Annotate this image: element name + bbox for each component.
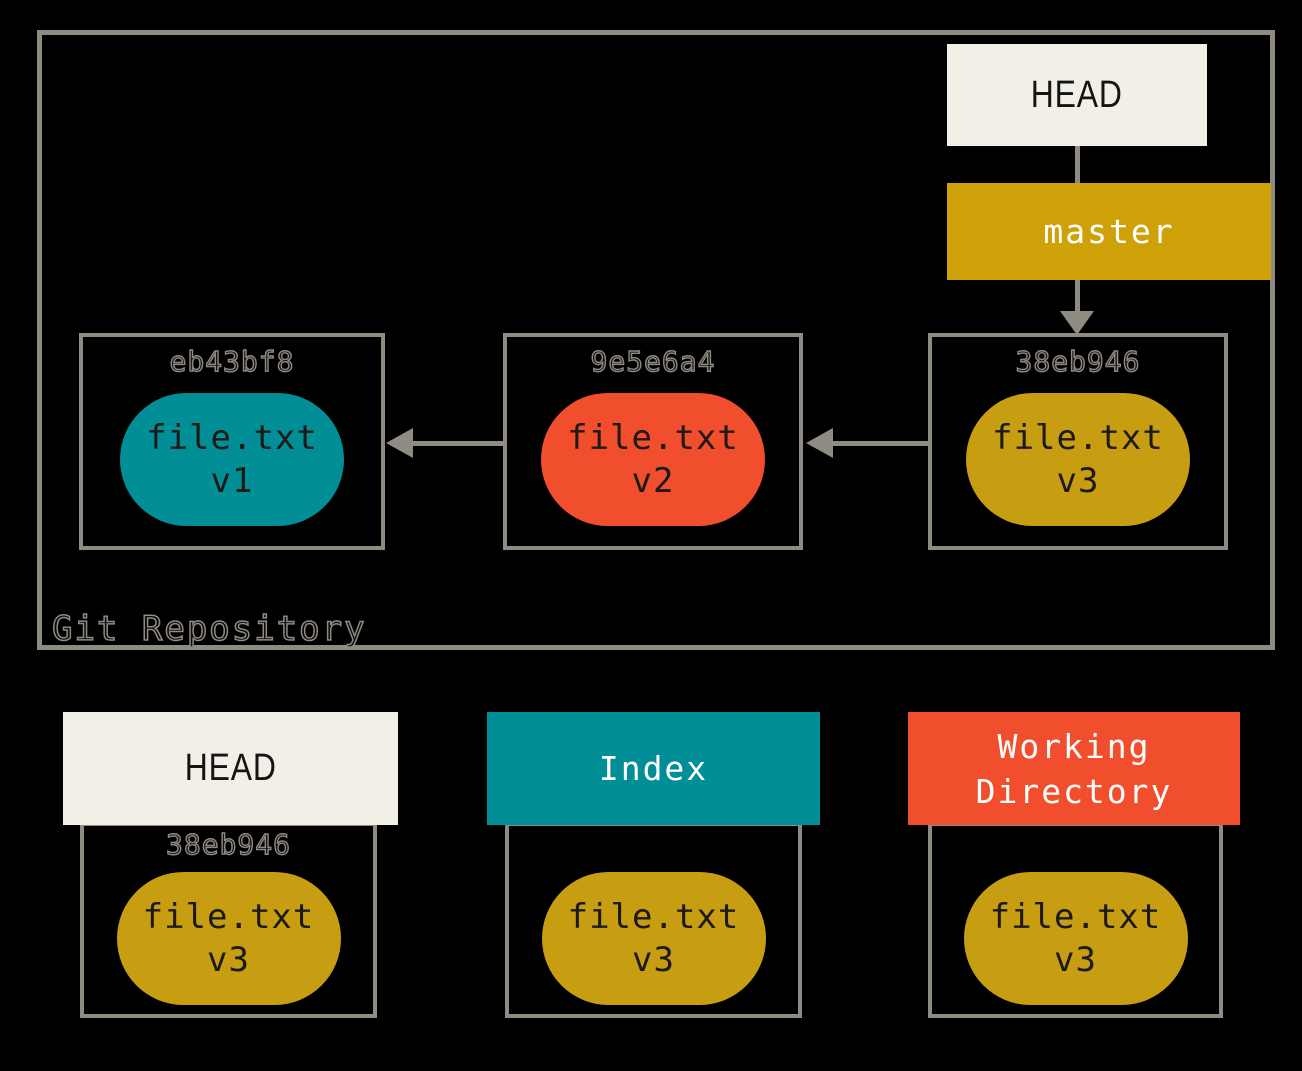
commit-box-9e5e6a4: 9e5e6a4 file.txt v2 — [503, 333, 803, 550]
head-column-header: HEAD — [63, 712, 398, 825]
commit-hash-label: 9e5e6a4 — [590, 344, 716, 378]
file-name: file.txt — [142, 896, 315, 937]
master-branch-box: master — [947, 183, 1271, 280]
file-snapshot-pill: file.txt v3 — [966, 393, 1190, 526]
parent-arrow-line-9e5e6a4-to-eb43bf8 — [413, 441, 503, 446]
file-version: v3 — [207, 939, 250, 980]
head-ref-box: HEAD — [947, 44, 1207, 146]
file-snapshot-pill: file.txt v1 — [120, 393, 344, 526]
parent-arrow-line-38eb946-to-9e5e6a4 — [833, 441, 928, 446]
file-snapshot-pill: file.txt v3 — [541, 872, 766, 1005]
working-directory-column-header: Working Directory — [908, 712, 1240, 825]
commit-hash-label: 38eb946 — [1015, 344, 1141, 378]
index-column-title: Index — [598, 749, 709, 788]
working-directory-column-box: file.txt v3 — [928, 822, 1223, 1018]
index-column-box: file.txt v3 — [505, 822, 802, 1018]
commit-box-eb43bf8: eb43bf8 file.txt v1 — [79, 333, 385, 550]
parent-arrowhead-38eb946-to-9e5e6a4 — [806, 428, 833, 458]
head-column-hash: 38eb946 — [165, 827, 291, 861]
parent-arrowhead-9e5e6a4-to-eb43bf8 — [386, 428, 413, 458]
connector-head-to-master — [1075, 146, 1080, 183]
head-ref-label: HEAD — [1030, 73, 1124, 116]
file-name: file.txt — [567, 417, 739, 458]
commit-hash-label: eb43bf8 — [169, 344, 295, 378]
file-name: file.txt — [567, 896, 740, 937]
file-name: file.txt — [992, 417, 1164, 458]
file-version: v3 — [1056, 460, 1100, 501]
file-version: v3 — [1054, 939, 1097, 980]
head-column-title: HEAD — [184, 747, 277, 789]
arrowhead-master-to-commit — [1060, 311, 1094, 335]
master-branch-label: master — [1043, 212, 1175, 251]
file-name: file.txt — [146, 417, 318, 458]
file-snapshot-pill: file.txt v2 — [541, 393, 765, 526]
commit-box-38eb946: 38eb946 file.txt v3 — [928, 333, 1228, 550]
file-version: v2 — [631, 460, 675, 501]
file-version: v1 — [210, 460, 254, 501]
file-version: v3 — [632, 939, 675, 980]
index-column-header: Index — [487, 712, 820, 825]
file-snapshot-pill: file.txt v3 — [116, 872, 341, 1005]
head-column-box: 38eb946 file.txt v3 — [80, 822, 377, 1018]
git-repository-label: Git Repository — [51, 608, 367, 650]
working-directory-column-title: Working Directory — [975, 726, 1173, 811]
connector-master-to-commit-line — [1075, 280, 1080, 312]
file-name: file.txt — [989, 896, 1162, 937]
file-snapshot-pill: file.txt v3 — [963, 872, 1188, 1005]
git-repository-box: Git Repository — [37, 30, 1275, 650]
